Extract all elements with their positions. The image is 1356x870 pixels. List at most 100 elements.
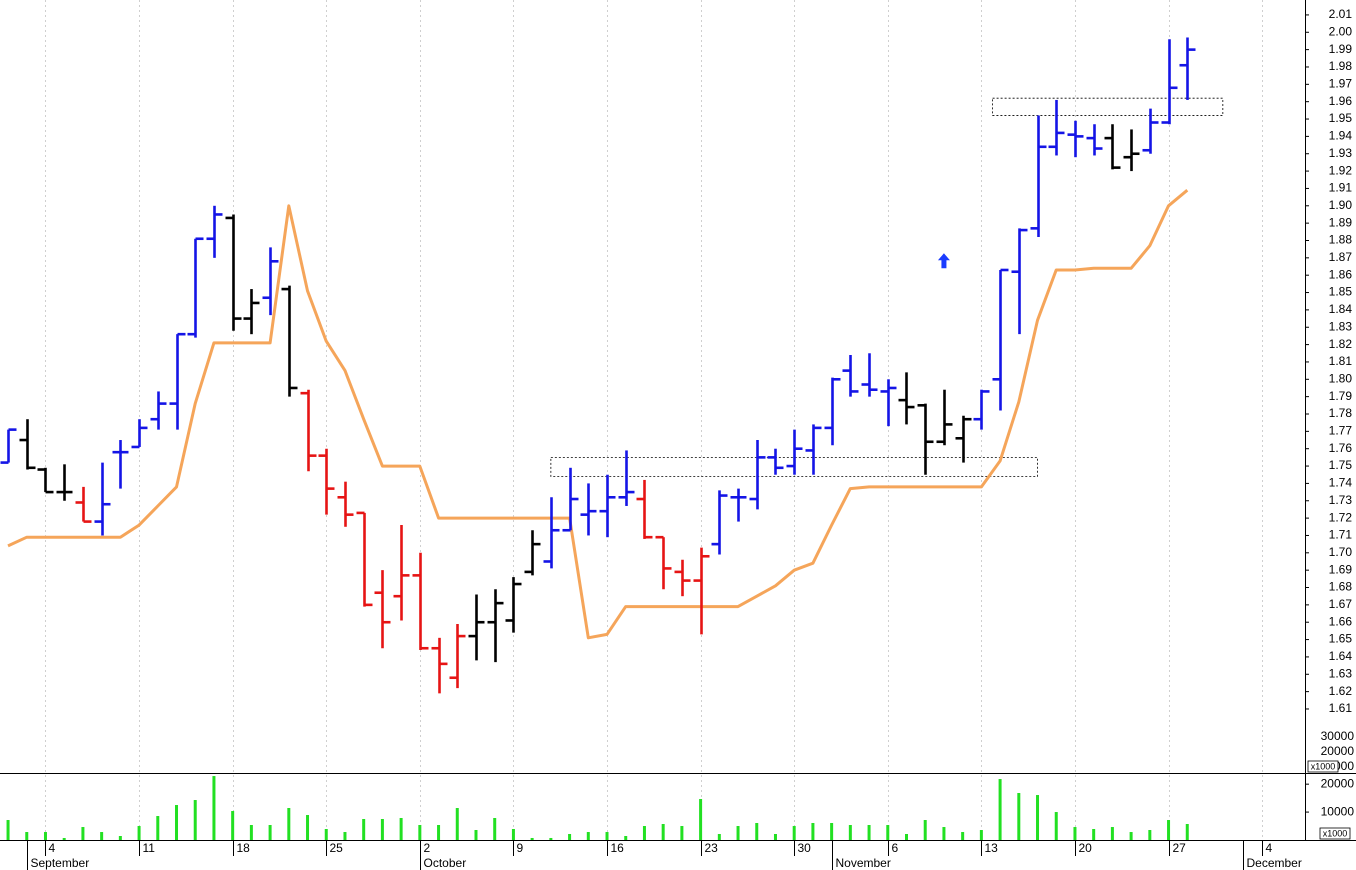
x-tick-label: 27 bbox=[1173, 841, 1187, 855]
volume-bar bbox=[923, 820, 927, 840]
volume-bar bbox=[287, 808, 291, 840]
resistance-zone bbox=[550, 456, 1038, 477]
volume-bar bbox=[455, 808, 459, 840]
y-tick-label: 1.68 bbox=[1329, 580, 1353, 594]
volume-bar bbox=[699, 799, 703, 840]
y-tick-label: 1.75 bbox=[1329, 458, 1353, 472]
y-tick-label: 1.74 bbox=[1329, 476, 1353, 490]
x-tick-label: 4 bbox=[1266, 841, 1273, 855]
unit-box bbox=[1319, 827, 1351, 840]
volume-bar bbox=[511, 829, 515, 840]
x-tick-label: 2 bbox=[424, 841, 431, 855]
volume-bar bbox=[81, 827, 85, 840]
volume-bar bbox=[249, 825, 253, 840]
unit-box bbox=[1307, 760, 1339, 773]
y-tick-label: 1.99 bbox=[1329, 42, 1353, 56]
y-tick-label: 1.72 bbox=[1329, 510, 1353, 524]
volume-bar bbox=[717, 833, 721, 840]
y-tick-label: 1.86 bbox=[1329, 267, 1353, 281]
y-tick-label: 1.83 bbox=[1329, 319, 1353, 333]
volume-bar bbox=[493, 818, 497, 840]
y-tick-label: 1.96 bbox=[1329, 94, 1353, 108]
month-label: November bbox=[836, 856, 891, 870]
signal-arrow bbox=[937, 253, 950, 269]
volume-bar bbox=[1054, 812, 1058, 840]
y-tick-label: 1.97 bbox=[1329, 76, 1353, 90]
y-tick-label: 1.87 bbox=[1329, 250, 1353, 264]
y-tick-label: 1.79 bbox=[1329, 389, 1353, 403]
y-tick-label: 1.85 bbox=[1329, 285, 1353, 299]
volume-bar bbox=[867, 825, 871, 840]
volume-bar bbox=[268, 825, 272, 840]
volume-bar bbox=[380, 819, 384, 840]
volume-bar bbox=[212, 776, 216, 840]
x-tick-label: 30 bbox=[798, 841, 812, 855]
x-tick-label: 20 bbox=[1079, 841, 1093, 855]
volume-bar bbox=[362, 819, 366, 840]
volume-bar bbox=[998, 779, 1002, 840]
volume-scale-label: 20000 bbox=[1321, 744, 1355, 758]
volume-bar bbox=[1036, 795, 1040, 840]
volume-bar bbox=[586, 832, 590, 840]
x-tick-label: 18 bbox=[237, 841, 251, 855]
volume-bar bbox=[1017, 793, 1021, 840]
x-tick-label: 9 bbox=[517, 841, 524, 855]
y-tick-label: 1.64 bbox=[1329, 649, 1353, 663]
y-tick-label: 1.78 bbox=[1329, 406, 1353, 420]
y-tick-label: 1.73 bbox=[1329, 493, 1353, 507]
volume-bar bbox=[549, 837, 553, 840]
month-label: December bbox=[1247, 856, 1302, 870]
volume-bar bbox=[624, 836, 628, 840]
y-tick-label: 10000 bbox=[1321, 804, 1355, 818]
y-tick-label: 1.94 bbox=[1329, 129, 1353, 143]
volume-bar bbox=[231, 811, 235, 840]
y-tick-label: 2.01 bbox=[1329, 7, 1353, 21]
volume-bar bbox=[1129, 832, 1133, 840]
x-tick-label: 11 bbox=[143, 841, 156, 855]
volume-bar bbox=[642, 826, 646, 840]
y-tick-label: 1.70 bbox=[1329, 545, 1353, 559]
y-tick-label: 1.95 bbox=[1329, 111, 1353, 125]
volume-bar bbox=[1110, 827, 1114, 840]
y-tick-label: 1.81 bbox=[1329, 354, 1353, 368]
volume-bar bbox=[399, 818, 403, 840]
volume-bar bbox=[1167, 820, 1171, 840]
month-label: October bbox=[424, 856, 467, 870]
y-tick-label: 1.71 bbox=[1329, 528, 1353, 542]
unit-label: x1000 bbox=[1323, 828, 1348, 838]
y-tick-label: 2.00 bbox=[1329, 24, 1353, 38]
volume-bar bbox=[1148, 830, 1152, 840]
volume-bar bbox=[306, 815, 310, 840]
volume-bar bbox=[886, 825, 890, 840]
y-tick-label: 1.98 bbox=[1329, 59, 1353, 73]
volume-scale-label: 30000 bbox=[1321, 729, 1355, 743]
volume-bar bbox=[43, 832, 47, 840]
volume-bar bbox=[830, 822, 834, 840]
x-tick-label: 23 bbox=[705, 841, 719, 855]
volume-bar bbox=[530, 837, 534, 840]
volume-bar bbox=[418, 825, 422, 840]
volume-bar bbox=[755, 822, 759, 840]
y-tick-label: 1.92 bbox=[1329, 163, 1353, 177]
volume-bar bbox=[773, 833, 777, 840]
volume-bar bbox=[605, 832, 609, 840]
volume-bar bbox=[324, 829, 328, 840]
volume-bar bbox=[661, 824, 665, 840]
x-tick-label: 4 bbox=[49, 841, 56, 855]
y-tick-label: 1.76 bbox=[1329, 441, 1353, 455]
y-tick-label: 1.62 bbox=[1329, 684, 1353, 698]
x-tick-label: 6 bbox=[892, 841, 899, 855]
volume-bar bbox=[62, 837, 66, 840]
volume-bar bbox=[904, 833, 908, 840]
y-tick-label: 1.77 bbox=[1329, 424, 1353, 438]
y-tick-label: 1.65 bbox=[1329, 632, 1353, 646]
volume-bar bbox=[979, 830, 983, 840]
volume-bar bbox=[137, 826, 141, 840]
y-tick-label: 1.84 bbox=[1329, 302, 1353, 316]
volume-bar bbox=[1185, 824, 1189, 840]
volume-bar bbox=[118, 836, 122, 840]
y-tick-label: 1.93 bbox=[1329, 146, 1353, 160]
